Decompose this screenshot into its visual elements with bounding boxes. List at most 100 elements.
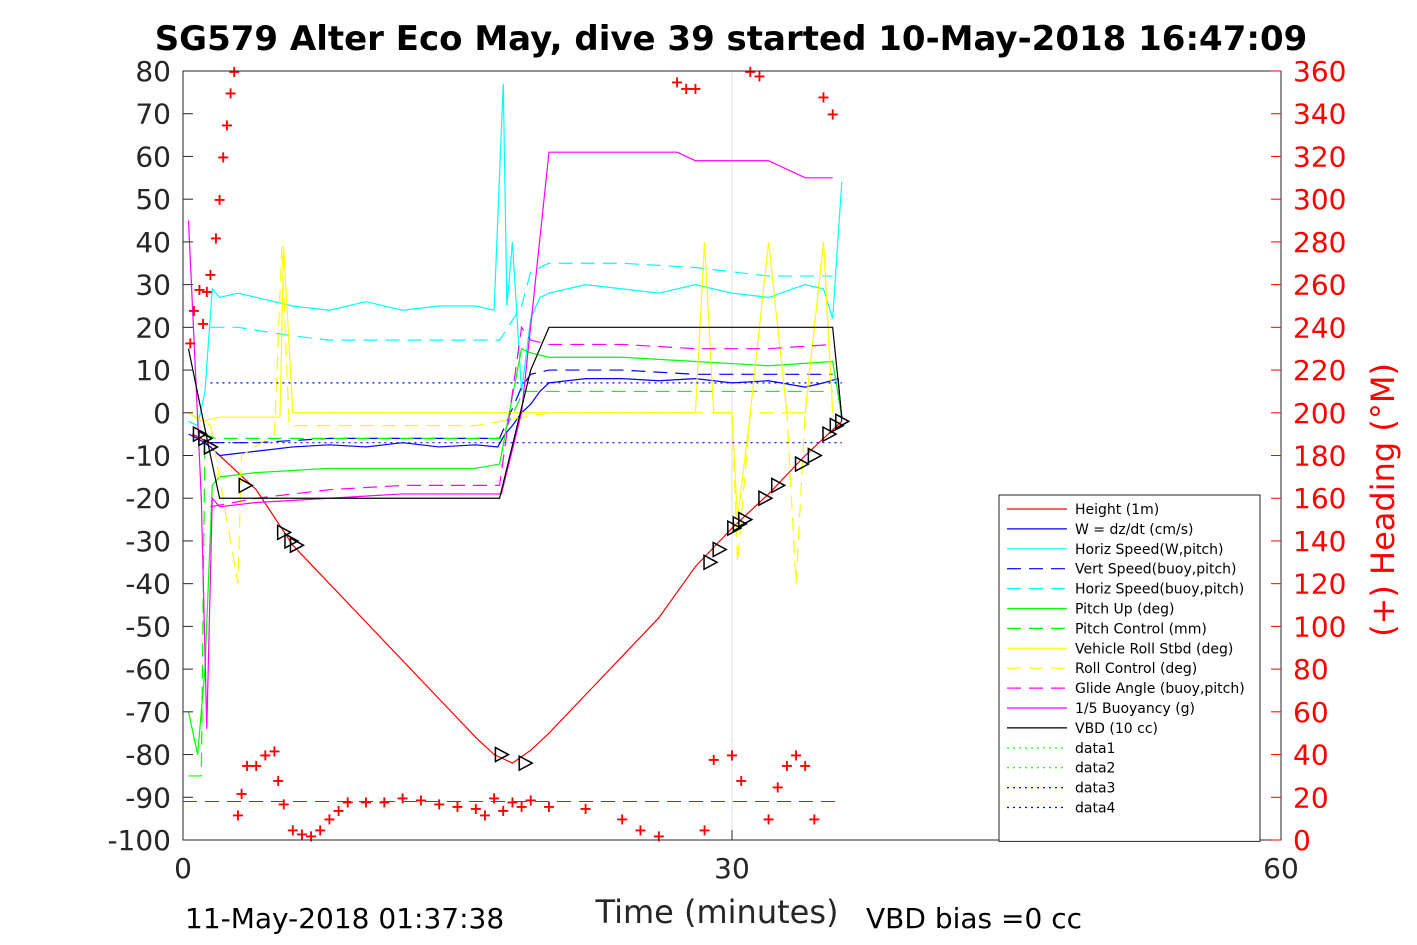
y-right-tick-label: 120: [1293, 568, 1346, 601]
legend-label: data1: [1075, 741, 1115, 757]
series-line-9: [210, 325, 833, 508]
y-right-tick-label: 260: [1293, 269, 1346, 302]
y-tick-label: -60: [125, 653, 171, 686]
heading-marker: +: [196, 314, 209, 333]
y-tick-label: 40: [135, 226, 171, 259]
heading-marker: +: [295, 825, 308, 844]
heading-marker: +: [224, 83, 237, 102]
legend-label: Horiz Speed(W,pitch): [1075, 542, 1223, 558]
heading-marker: +: [615, 810, 628, 829]
triangle-marker: [192, 425, 209, 443]
heading-marker: +: [780, 756, 793, 775]
triangle-marker: [284, 532, 300, 550]
legend-label: 1/5 Buoyancy (g): [1075, 701, 1195, 717]
triangle-marker: [198, 430, 214, 447]
y-tick-label: -50: [125, 610, 171, 643]
series-line-8: [188, 241, 834, 584]
legend-label: Vert Speed(buoy,pitch): [1075, 562, 1237, 578]
heading-marker: +: [542, 797, 555, 816]
heading-marker: +: [200, 282, 213, 301]
heading-marker: +: [506, 793, 519, 812]
legend-label: data2: [1075, 761, 1115, 777]
triangle-marker: [703, 554, 719, 571]
heading-marker: +: [286, 820, 299, 839]
y-tick-label: 20: [135, 311, 171, 344]
heading-marker: +: [217, 147, 230, 166]
chart-title: SG579 Alter Eco May, dive 39 started 10-…: [155, 19, 1308, 59]
heading-marker: +: [478, 805, 491, 824]
heading-marker: +: [826, 105, 839, 124]
triangle-marker: [276, 524, 293, 541]
triangle-marker: [835, 413, 851, 430]
heading-marker: +: [204, 265, 217, 284]
legend-label: VBD (10 cc): [1075, 721, 1158, 737]
footer-vbd-bias: VBD bias =0 cc: [866, 902, 1082, 935]
heading-marker: +: [680, 79, 693, 98]
y-tick-label: -30: [125, 525, 171, 558]
heading-marker: +: [451, 797, 464, 816]
x-tick-label: 0: [174, 852, 192, 885]
triangle-marker: [794, 455, 811, 473]
legend-label: Height (1m): [1075, 502, 1159, 518]
x-tick-label: 30: [714, 852, 750, 885]
y-right-tick-label: 60: [1293, 696, 1329, 729]
heading-marker: +: [515, 797, 528, 816]
series-line-6: [188, 390, 833, 777]
x-tick-label: 60: [1263, 852, 1299, 885]
heading-marker: +: [798, 756, 811, 775]
heading-marker: +: [698, 820, 711, 839]
y-tick-label: 50: [135, 183, 171, 216]
series-layer: +++++++++++++++++++++++++++ + + + + + + +++++++…: [183, 62, 851, 846]
y-right-tick-label: 220: [1293, 354, 1346, 387]
y-tick-label: -40: [125, 568, 171, 601]
heading-marker: +: [249, 756, 262, 775]
heading-marker: +: [524, 790, 537, 809]
heading-marker: +: [652, 827, 665, 846]
y-right-tick-label: 320: [1293, 140, 1346, 173]
heading-marker: +: [332, 801, 345, 820]
heading-marker: +: [469, 799, 482, 818]
triangle-marker: [494, 746, 511, 763]
y-tick-label: -10: [125, 440, 171, 473]
series-line-10: [187, 151, 833, 729]
heading-marker: +: [268, 741, 281, 760]
triangle-marker: [727, 519, 743, 537]
heading-marker: +: [432, 795, 445, 814]
series-line-2: [188, 83, 843, 427]
heading-marker: +: [209, 229, 222, 248]
triangle-marker: [771, 477, 787, 494]
y-tick-label: -20: [125, 482, 171, 515]
y-tick-label: -90: [125, 781, 171, 814]
heading-marker: +: [323, 810, 336, 829]
heading-marker: +: [817, 88, 830, 107]
triangle-marker: [518, 754, 534, 772]
series-line-5: [187, 347, 843, 755]
y-tick-label: -80: [125, 739, 171, 772]
heading-marker: +: [259, 746, 272, 765]
y-tick-label: 30: [135, 269, 171, 302]
y-right-tick-label: 0: [1293, 824, 1311, 857]
heading-marker: +: [184, 333, 197, 352]
heading-marker: +: [213, 190, 226, 209]
y-right-tick-label: 160: [1293, 482, 1346, 515]
y-right-tick-label: 360: [1293, 55, 1346, 88]
triangle-marker: [203, 438, 220, 456]
y-right-tick-label: 200: [1293, 397, 1346, 430]
series-line-11: [187, 326, 843, 499]
legend: Height (1m) W = dz/dt (cm/s) Horiz Speed(W…: [998, 494, 1261, 842]
legend-label: Roll Control (deg): [1075, 661, 1197, 677]
axis-ticks: -100-90-80-70-60-50-40-30-20-10010203040…: [107, 55, 1346, 885]
heading-marker: +: [231, 805, 244, 824]
heading-marker: +: [304, 827, 317, 846]
triangle-marker: [712, 541, 728, 558]
series-line-3: [210, 369, 833, 444]
triangle-marker: [829, 417, 845, 434]
y-tick-label: 60: [135, 140, 171, 173]
triangle-marker: [238, 477, 254, 494]
y-right-tick-label: 340: [1293, 98, 1346, 131]
legend-label: data4: [1075, 801, 1116, 817]
heading-marker: +: [235, 784, 248, 803]
y-tick-label: 0: [153, 397, 171, 430]
heading-marker: +: [689, 79, 702, 98]
